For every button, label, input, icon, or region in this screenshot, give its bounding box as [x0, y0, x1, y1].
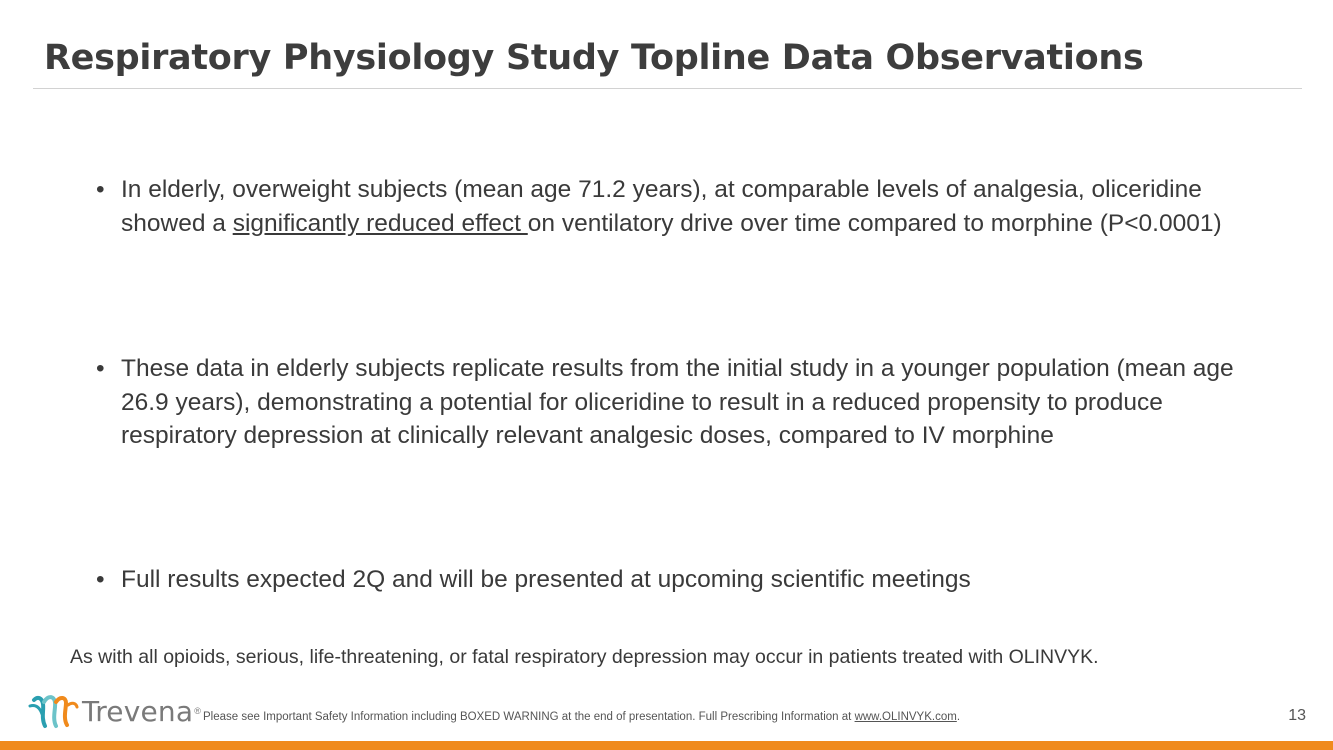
bullet-item-3: • Full results expected 2Q and will be p… — [96, 563, 1246, 597]
bullet-1-underlined-text: significantly reduced effect — [232, 209, 528, 237]
bullet-text-1: In elderly, overweight subjects (mean ag… — [96, 173, 1246, 240]
footer-note-end: . — [956, 711, 961, 723]
bullet-1-text-end: on ventilatory drive over time compared … — [527, 209, 1222, 237]
slide-title: Respiratory Physiology Study Topline Dat… — [44, 38, 1144, 78]
logo-wordmark: Trevena — [82, 694, 194, 728]
bullet-marker: • — [96, 355, 105, 382]
trevena-logo-icon — [28, 695, 79, 728]
bullet-text-2: These data in elderly subjects replicate… — [121, 355, 1234, 449]
bullet-item-1: • In elderly, overweight subjects (mean … — [96, 173, 1246, 240]
bullet-marker: • — [96, 176, 105, 203]
footer-safety-note: Please see Important Safety Information … — [203, 711, 960, 723]
bullet-1-text-start: In elderly, overweight subjects (mean ag… — [121, 176, 1202, 237]
page-number: 13 — [1288, 707, 1306, 724]
prescribing-info-link[interactable]: www.OLINVYK.com — [854, 711, 957, 723]
registered-mark: ® — [194, 706, 201, 716]
footer-note-text: Please see Important Safety Information … — [203, 711, 855, 723]
bullet-item-2: • These data in elderly subjects replica… — [96, 352, 1246, 453]
bullet-marker: • — [96, 566, 105, 593]
trevena-logo: Trevena ® — [28, 691, 201, 731]
bottom-accent-bar — [0, 741, 1333, 750]
title-divider — [33, 88, 1302, 89]
bullet-text-3: Full results expected 2Q and will be pre… — [121, 566, 971, 593]
safety-warning: As with all opioids, serious, life-threa… — [70, 646, 1099, 668]
